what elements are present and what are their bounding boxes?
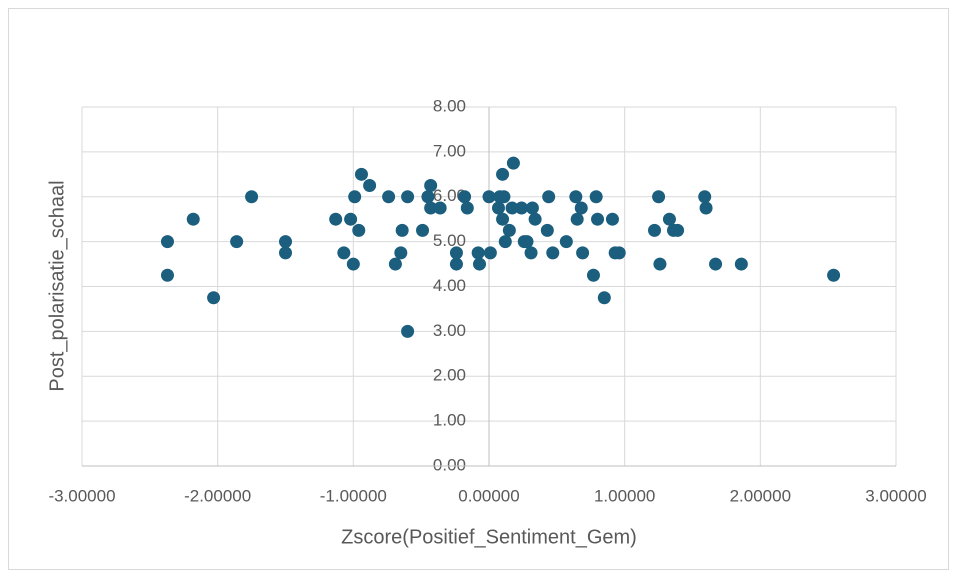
scatter-point — [344, 212, 358, 226]
scatter-point — [460, 201, 474, 215]
scatter-point — [709, 257, 723, 271]
scatter-point — [652, 190, 666, 204]
x-tick-label: 3.00000 — [865, 486, 926, 505]
scatter-point — [570, 212, 584, 226]
scatter-point — [576, 246, 590, 260]
x-tick-label: 0.00000 — [458, 486, 519, 505]
y-tick-label: 5.00 — [433, 231, 466, 250]
scatter-point — [329, 212, 343, 226]
x-tick-label: -2.00000 — [184, 486, 251, 505]
scatter-point — [505, 201, 519, 215]
y-tick-label: 6.00 — [433, 186, 466, 205]
x-tick-label: -3.00000 — [48, 486, 115, 505]
scatter-point — [473, 257, 487, 271]
scatter-point — [348, 190, 362, 204]
scatter-point — [382, 190, 396, 204]
scatter-point — [612, 246, 626, 260]
scatter-point — [591, 212, 605, 226]
scatter-point — [471, 246, 485, 260]
scatter-point — [605, 212, 619, 226]
scatter-point — [491, 201, 505, 215]
scatter-point — [352, 223, 366, 237]
scatter-point — [346, 257, 360, 271]
y-tick-label: 0.00 — [433, 455, 466, 474]
scatter-point — [207, 291, 221, 305]
scatter-point — [497, 190, 511, 204]
scatter-point — [662, 212, 676, 226]
scatter-point — [574, 201, 588, 215]
scatter-point — [433, 201, 447, 215]
scatter-point — [671, 223, 685, 237]
scatter-point — [449, 246, 463, 260]
scatter-point — [354, 167, 368, 181]
x-tick-label: 2.00000 — [730, 486, 791, 505]
scatter-point — [394, 246, 408, 260]
scatter-point — [546, 246, 560, 260]
scatter-point — [506, 156, 520, 170]
scatter-point — [395, 223, 409, 237]
scatter-point — [186, 212, 200, 226]
scatter-point — [230, 235, 244, 249]
scatter-point — [482, 190, 496, 204]
y-tick-label: 2.00 — [433, 366, 466, 385]
y-axis-title: Post_polarisatie_schaal — [46, 180, 68, 391]
scatter-point — [160, 268, 174, 282]
scatter-point — [648, 223, 662, 237]
scatter-point — [421, 190, 435, 204]
y-tick-label: 1.00 — [433, 411, 466, 430]
scatter-point — [160, 235, 174, 249]
y-tick-label: 7.00 — [433, 141, 466, 160]
scatter-point — [401, 190, 415, 204]
scatter-point — [569, 190, 583, 204]
scatter-point — [586, 268, 600, 282]
scatter-point — [337, 246, 351, 260]
scatter-point — [734, 257, 748, 271]
scatter-point — [416, 223, 430, 237]
chart-border — [8, 8, 949, 570]
x-tick-label: 1.00000 — [594, 486, 655, 505]
scatter-point — [401, 324, 415, 338]
scatter-point — [699, 201, 713, 215]
scatter-point — [496, 212, 510, 226]
scatter-point — [589, 190, 603, 204]
scatter-point — [653, 257, 667, 271]
scatter-point — [458, 190, 472, 204]
scatter-point — [424, 201, 438, 215]
scatter-point — [498, 235, 512, 249]
scatter-point — [542, 190, 556, 204]
scatter-point — [245, 190, 259, 204]
scatter-point — [597, 291, 611, 305]
scatter-point — [559, 235, 573, 249]
scatter-point — [524, 246, 538, 260]
scatter-point — [483, 246, 497, 260]
y-tick-label: 8.00 — [433, 96, 466, 115]
y-tick-label: 4.00 — [433, 276, 466, 295]
scatter-point — [525, 201, 539, 215]
scatter-point — [698, 190, 712, 204]
scatter-point — [496, 167, 510, 181]
x-tick-label: -1.00000 — [320, 486, 387, 505]
scatter-point — [279, 235, 292, 249]
scatter-point — [424, 179, 438, 193]
scatter-point — [388, 257, 402, 271]
y-tick-label: 3.00 — [433, 321, 466, 340]
scatter-point — [502, 223, 516, 237]
scatter-point — [528, 212, 542, 226]
scatter-point — [540, 223, 554, 237]
scatter-point — [363, 179, 377, 193]
scatter-point — [520, 235, 534, 249]
x-axis-title: Zscore(Positief_Sentiment_Gem) — [341, 526, 637, 548]
scatter-point — [827, 268, 841, 282]
scatter-point — [515, 201, 529, 215]
scatter-point — [449, 257, 463, 271]
scatter-point — [279, 246, 292, 260]
